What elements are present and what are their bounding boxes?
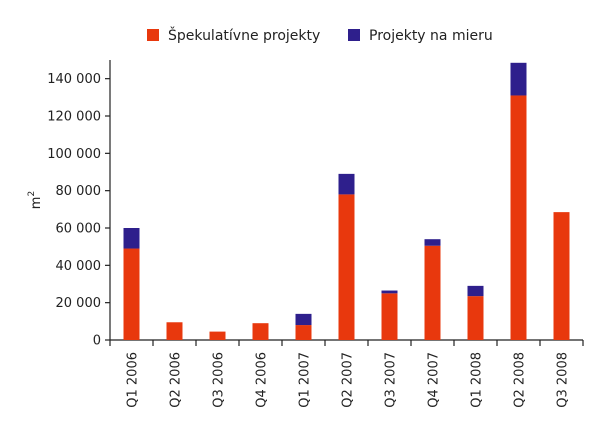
legend: Špekulatívne projekty Projekty na mieru [147,26,493,44]
y-axis-label-base: m [29,197,44,210]
x-tick-label: Q4 2007 [427,352,442,408]
legend-swatch-na-mieru [348,29,360,41]
x-tick-label: Q1 2007 [298,352,313,408]
x-tick-label: Q1 2006 [126,352,141,408]
bar-na-mieru [381,290,398,294]
x-tick-label: Q1 2008 [470,352,485,408]
x-tick-label: Q2 2008 [513,352,528,408]
bar-spekulativne [510,95,527,340]
bar-na-mieru [467,285,484,297]
x-tick-label: Q2 2006 [169,352,184,408]
bar-spekulativne [553,212,570,340]
bar-spekulativne [295,325,312,340]
bar-na-mieru [123,228,140,249]
bar-spekulativne [381,293,398,340]
bar-na-mieru [424,239,441,246]
bar-na-mieru [338,173,355,195]
y-tick-label: 60 000 [56,222,102,237]
y-axis-label: m2 [27,191,44,209]
bar-spekulativne [338,194,355,340]
x-tick-label: Q4 2006 [255,352,270,408]
bar-spekulativne [252,323,269,340]
x-tick-label: Q3 2007 [384,352,399,408]
y-axis-label-superscript: 2 [27,191,37,197]
plot-area: 0 20 000 40 000 60 000 80 000 100 000 120 000 1… [47,60,584,408]
legend-swatch-spekulativne [147,29,159,41]
x-tick-label: Q3 2008 [556,352,571,408]
bar-spekulativne [424,245,441,340]
bar-spekulativne [467,296,484,340]
y-tick-label: 40 000 [56,259,102,274]
y-tick-label: 120 000 [47,110,101,125]
y-tick-label: 80 000 [56,184,102,199]
legend-label-spekulativne: Špekulatívne projekty [168,26,320,44]
bar-spekulativne [209,331,226,340]
x-tick-label: Q2 2007 [341,352,356,408]
y-tick-label: 20 000 [56,296,102,311]
bar-spekulativne [123,248,140,340]
x-tick-label: Q3 2006 [212,352,227,408]
bar-spekulativne [166,322,183,340]
bar-na-mieru [295,313,312,326]
y-tick-label: 140 000 [47,72,101,87]
legend-label-na-mieru: Projekty na mieru [369,28,493,44]
bar-na-mieru [510,62,527,96]
y-tick-label: 100 000 [47,147,101,162]
y-tick-label: 0 [93,334,101,349]
